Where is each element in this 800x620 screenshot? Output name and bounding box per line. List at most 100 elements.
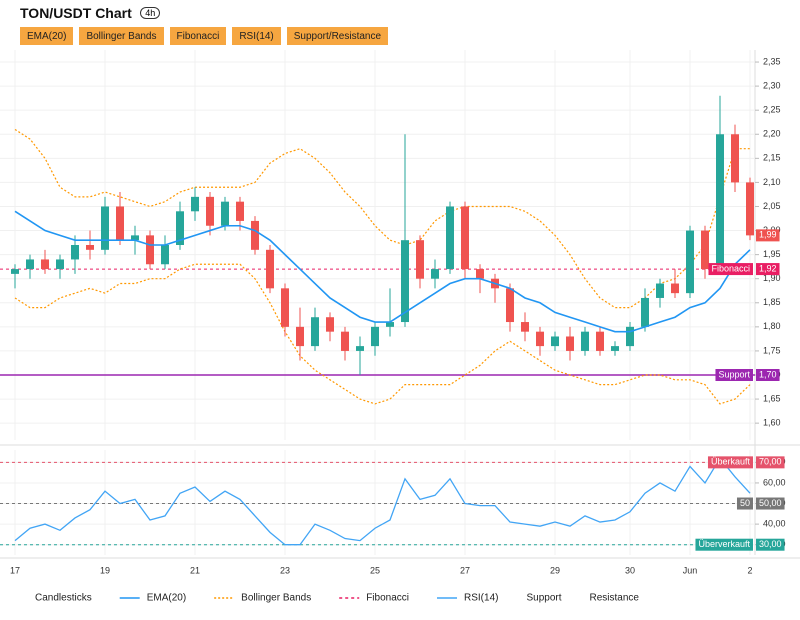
candle-body xyxy=(446,206,454,270)
level-value-bg xyxy=(756,263,780,276)
level-value-text: 1,92 xyxy=(759,263,777,273)
candle-body xyxy=(701,230,709,270)
level-value: 1,92 xyxy=(756,263,780,276)
candle-body xyxy=(176,211,184,245)
y-tick-label: 2,15 xyxy=(763,153,781,163)
rsi-line xyxy=(14,457,751,546)
candle-body xyxy=(131,235,139,241)
x-tick-label: 17 xyxy=(10,565,20,575)
level-value-bg xyxy=(756,369,780,381)
y-tick-label: 1,85 xyxy=(763,297,781,307)
level-value-text: 50,00 xyxy=(759,498,782,508)
x-tick-label: 19 xyxy=(100,565,110,575)
legend-label[interactable]: Bollinger Bands xyxy=(241,593,311,604)
x-tick-label: 30 xyxy=(625,565,635,575)
candle-body xyxy=(611,346,619,351)
candle-body xyxy=(671,283,679,294)
bollinger-upper xyxy=(14,128,750,309)
y-tick-label: 2,30 xyxy=(763,80,781,90)
y-tick-label: 1,60 xyxy=(763,418,781,428)
y-tick-label: 1,65 xyxy=(763,393,781,403)
candle-body xyxy=(746,182,754,236)
level-value: 50,00 xyxy=(756,497,785,510)
x-tick-label: 23 xyxy=(280,565,290,575)
level-value-bg xyxy=(756,497,785,510)
level-name-text: Überverkauft xyxy=(698,539,750,549)
legend-label[interactable]: Support xyxy=(526,593,561,604)
candle-body xyxy=(116,206,124,241)
legend-label[interactable]: Fibonacci xyxy=(366,593,409,604)
candle-body xyxy=(401,240,409,323)
y-tick-label: 2,35 xyxy=(763,56,781,66)
y-tick-label: 2,20 xyxy=(763,129,781,139)
level-value: 30,00 xyxy=(756,538,785,551)
y-tick-label: 2,10 xyxy=(763,177,781,187)
level-name-bg xyxy=(708,263,753,276)
candle-body xyxy=(731,134,739,183)
level-name-text: Fibonacci xyxy=(711,263,750,273)
candle-body xyxy=(101,206,109,250)
candle-body xyxy=(26,259,34,270)
y-tick-label: 40,00 xyxy=(763,518,786,528)
candle-body xyxy=(251,220,259,250)
indicator-button[interactable]: Fibonacci xyxy=(169,27,227,45)
level-value-bg xyxy=(756,456,785,469)
candle-body xyxy=(161,245,169,265)
candle-body xyxy=(56,259,64,270)
candle-body xyxy=(596,331,604,351)
candle-body xyxy=(221,201,229,226)
y-tick-label: 1,90 xyxy=(763,273,781,283)
level-name-text: Überkauft xyxy=(711,457,751,467)
candle-body xyxy=(86,245,94,250)
candle-body xyxy=(146,235,154,265)
candle-body xyxy=(191,196,199,212)
indicator-button[interactable]: Bollinger Bands xyxy=(79,27,164,45)
indicator-button[interactable]: Support/Resistance xyxy=(286,27,389,45)
last-price-text: 1,99 xyxy=(759,230,777,240)
bollinger-lower xyxy=(14,263,751,405)
level-name-bg xyxy=(695,538,753,551)
candle-body xyxy=(356,346,364,351)
level-value-text: 70,00 xyxy=(759,457,782,467)
indicator-button[interactable]: RSI(14) xyxy=(232,27,281,45)
candle-body xyxy=(266,249,274,289)
chart-title: TON/USDT Chart xyxy=(20,4,132,21)
legend-label[interactable]: Resistance xyxy=(590,593,640,604)
candle-body xyxy=(716,134,724,270)
y-tick-label: 60,00 xyxy=(763,477,786,487)
indicator-button[interactable]: EMA(20) xyxy=(20,27,74,45)
level-name-text: Support xyxy=(718,369,750,379)
level-value: 70,00 xyxy=(756,456,785,469)
interval-badge: 4h xyxy=(140,6,161,19)
y-tick-label: 2,05 xyxy=(763,201,781,211)
candle-body xyxy=(476,269,484,279)
candle-body xyxy=(71,245,79,260)
legend-label[interactable]: EMA(20) xyxy=(147,593,186,604)
candle-body xyxy=(626,326,634,347)
candle-body xyxy=(521,322,529,332)
x-tick-label: 27 xyxy=(460,565,470,575)
legend-label[interactable]: RSI(14) xyxy=(464,593,498,604)
candle-body xyxy=(461,206,469,270)
candle-body xyxy=(641,297,649,327)
level-name: Support xyxy=(715,369,753,381)
level-value-text: 1,70 xyxy=(759,369,777,379)
candle-body xyxy=(296,326,304,347)
level-name: 50 xyxy=(736,497,753,510)
candle-body xyxy=(566,336,574,351)
legend-label[interactable]: Candlesticks xyxy=(35,593,92,604)
last-price: 1,99 xyxy=(756,229,780,242)
candle-body xyxy=(581,331,589,351)
candle-body xyxy=(416,240,424,279)
level-name: Fibonacci xyxy=(708,263,753,276)
candle-body xyxy=(686,230,694,294)
candle-body xyxy=(551,336,559,347)
x-tick-label: 21 xyxy=(190,565,200,575)
candle-body xyxy=(41,259,49,270)
ema-line xyxy=(14,210,751,333)
candle-body xyxy=(236,201,244,221)
y-tick-label: 1,80 xyxy=(763,321,781,331)
candle-body xyxy=(506,288,514,323)
